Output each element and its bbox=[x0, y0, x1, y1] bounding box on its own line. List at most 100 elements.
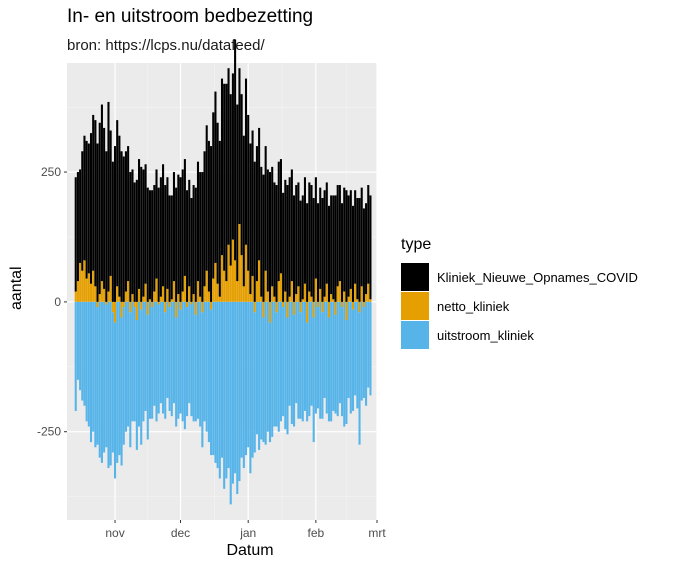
bar-uitstroom bbox=[146, 314, 149, 440]
bar-uitstroom bbox=[218, 301, 221, 479]
bar-uitstroom bbox=[345, 320, 348, 424]
bar-opnames bbox=[288, 177, 291, 297]
bar-opnames bbox=[146, 187, 149, 302]
bar-netto bbox=[249, 294, 252, 302]
bar-netto bbox=[273, 296, 276, 302]
bar-uitstroom bbox=[175, 317, 178, 427]
bar-opnames bbox=[284, 179, 287, 292]
bar-uitstroom bbox=[310, 301, 313, 406]
bar-netto bbox=[343, 291, 346, 302]
bar-netto bbox=[279, 273, 282, 302]
bar-uitstroom bbox=[308, 301, 311, 417]
bar-uitstroom bbox=[85, 301, 88, 422]
bar-opnames bbox=[199, 172, 202, 297]
bar-netto bbox=[288, 296, 291, 302]
bar-uitstroom bbox=[332, 301, 335, 411]
bar-netto bbox=[360, 286, 363, 302]
bar-uitstroom bbox=[138, 301, 141, 427]
bar-netto bbox=[306, 301, 309, 323]
bar-uitstroom bbox=[225, 301, 228, 479]
bar-opnames bbox=[151, 190, 154, 302]
bar-opnames bbox=[323, 190, 326, 297]
bar-opnames bbox=[255, 146, 258, 282]
bar-uitstroom bbox=[105, 304, 108, 448]
bar-opnames bbox=[100, 104, 103, 282]
bar-netto bbox=[140, 301, 143, 310]
bar-opnames bbox=[109, 130, 112, 276]
bar-uitstroom bbox=[98, 301, 101, 458]
bar-uitstroom bbox=[227, 301, 230, 469]
x-tick-label: jan bbox=[239, 526, 256, 540]
bar-opnames bbox=[275, 185, 278, 302]
bar-netto bbox=[297, 286, 300, 302]
bar-opnames bbox=[242, 135, 245, 287]
bar-opnames bbox=[369, 195, 372, 300]
bar-opnames bbox=[177, 174, 180, 295]
bar-opnames bbox=[306, 203, 309, 302]
bar-netto bbox=[194, 301, 197, 315]
bar-opnames bbox=[260, 166, 263, 297]
bar-uitstroom bbox=[258, 301, 261, 450]
bar-opnames bbox=[74, 177, 77, 292]
legend-label-uitstroom: uitstroom_kliniek bbox=[437, 327, 534, 343]
bar-netto bbox=[210, 301, 213, 310]
bar-uitstroom bbox=[360, 301, 363, 401]
bar-netto bbox=[314, 278, 317, 302]
bar-netto bbox=[303, 283, 306, 302]
bar-uitstroom bbox=[266, 301, 269, 432]
bar-uitstroom bbox=[293, 314, 296, 427]
bar-opnames bbox=[170, 195, 173, 300]
bar-opnames bbox=[249, 143, 252, 295]
y-axis-label: aantal bbox=[8, 266, 25, 310]
bar-uitstroom bbox=[214, 301, 217, 463]
bar-netto bbox=[181, 291, 184, 302]
bar-opnames bbox=[168, 195, 171, 302]
bar-opnames bbox=[356, 198, 359, 300]
bar-opnames bbox=[253, 161, 256, 302]
bar-netto bbox=[199, 296, 202, 302]
bar-opnames bbox=[159, 177, 162, 297]
legend-item-netto: netto_kliniek bbox=[401, 292, 509, 320]
bar-netto bbox=[362, 301, 365, 308]
bar-opnames bbox=[192, 185, 195, 295]
legend-key-netto bbox=[401, 292, 429, 320]
bar-uitstroom bbox=[144, 301, 147, 411]
bar-opnames bbox=[142, 169, 145, 297]
bar-uitstroom bbox=[94, 301, 97, 448]
bar-opnames bbox=[282, 192, 285, 302]
bar-uitstroom bbox=[277, 301, 280, 432]
bar-opnames bbox=[148, 190, 151, 300]
bar-uitstroom bbox=[181, 301, 184, 422]
bar-netto bbox=[172, 281, 176, 302]
bar-uitstroom bbox=[255, 301, 258, 435]
bar-opnames bbox=[229, 94, 232, 266]
bar-netto bbox=[105, 301, 108, 305]
x-axis-ticks: nov dec jan feb mrt bbox=[105, 520, 386, 540]
y-axis-ticks: -250 0 250 bbox=[37, 165, 67, 439]
bar-uitstroom bbox=[199, 301, 202, 427]
bar-uitstroom bbox=[275, 312, 278, 427]
bar-opnames bbox=[308, 182, 311, 292]
bar-netto bbox=[94, 286, 97, 302]
bar-opnames bbox=[345, 190, 348, 302]
bar-uitstroom bbox=[321, 312, 324, 419]
bar-uitstroom bbox=[351, 309, 355, 411]
bar-uitstroom bbox=[186, 307, 189, 417]
bar-netto bbox=[356, 299, 359, 302]
bar-netto bbox=[271, 286, 274, 302]
bar-uitstroom bbox=[264, 301, 267, 445]
bar-uitstroom bbox=[216, 301, 219, 469]
bar-netto bbox=[164, 301, 167, 313]
bar-opnames bbox=[297, 182, 300, 287]
bar-uitstroom bbox=[140, 309, 143, 445]
bar-netto bbox=[155, 278, 158, 302]
legend-item-uitstroom: uitstroom_kliniek bbox=[401, 321, 534, 349]
bar-netto bbox=[341, 301, 344, 308]
bar-opnames bbox=[212, 112, 215, 279]
bar-uitstroom bbox=[124, 301, 127, 432]
bar-opnames bbox=[266, 169, 269, 292]
bar-netto bbox=[308, 291, 311, 302]
bar-uitstroom bbox=[74, 301, 77, 411]
bar-netto bbox=[133, 301, 136, 308]
bar-opnames bbox=[277, 161, 280, 282]
